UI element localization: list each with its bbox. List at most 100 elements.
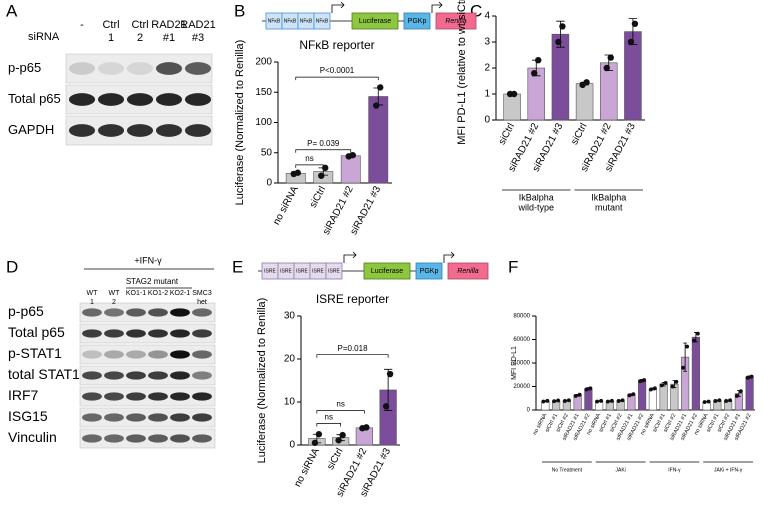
chart-title: NFκB reporter [299, 38, 374, 52]
data-point [311, 439, 319, 447]
data-point [559, 23, 566, 30]
group-label: JAKi [615, 467, 625, 473]
blot-band [68, 62, 96, 75]
y-axis-label: MFI PD-L1 [511, 346, 518, 380]
construct-label: NFκB [300, 18, 313, 24]
data-point [541, 399, 546, 404]
data-point [573, 393, 578, 398]
y-tick-label: 100 [255, 117, 272, 128]
significance-label: ns [336, 400, 344, 409]
blot-row-label: GAPDH [8, 122, 54, 137]
promoter-arrow [343, 251, 357, 263]
data-point [659, 383, 664, 388]
x-tick-label: siCtrl [308, 184, 328, 209]
lane-label: RAD21 [180, 19, 215, 31]
lane-label: 1 [108, 32, 114, 44]
blot-band [126, 434, 146, 443]
construct-element [435, 12, 477, 30]
panel-label: E [232, 257, 243, 276]
group-label: IkBalpha [519, 192, 554, 202]
lane-label: - [80, 19, 84, 31]
panel-label: F [508, 257, 518, 276]
data-point [545, 398, 550, 403]
data-point [373, 102, 380, 109]
construct-element [403, 12, 431, 30]
blot-band [104, 434, 124, 443]
data-point [738, 389, 743, 394]
significance-bracket [316, 423, 341, 427]
data-point [745, 375, 750, 380]
y-axis-label: Luciferase (Normalized to Renilla) [234, 40, 246, 206]
lane-label: Ctrl [131, 19, 148, 31]
data-point [603, 64, 610, 72]
blot-strip [79, 386, 216, 407]
bar [599, 62, 618, 121]
blot-band [170, 350, 190, 359]
blot-band [82, 392, 102, 401]
promoter-arrow [443, 251, 455, 263]
data-point [728, 398, 733, 403]
blot-band [126, 392, 146, 401]
data-point [695, 331, 700, 336]
bar [368, 96, 389, 184]
blot-band [148, 434, 168, 443]
lane-label: #1 [163, 32, 175, 44]
group-label: IFN-γ [668, 467, 681, 473]
data-point [609, 398, 614, 403]
data-point [555, 38, 562, 46]
blot-band [126, 371, 146, 380]
blot-band [192, 434, 212, 443]
blot-strip [79, 302, 216, 323]
data-point [638, 379, 643, 384]
significance-bracket [316, 354, 389, 358]
data-point [663, 381, 668, 385]
blot-band [184, 62, 212, 75]
blot-band [82, 308, 102, 317]
data-point [717, 398, 722, 403]
y-tick-label: 40000 [513, 361, 530, 367]
blot-band [82, 371, 102, 380]
blot-strip [79, 428, 216, 449]
data-point [631, 392, 636, 397]
blot-row-label: p-STAT1 [8, 345, 62, 361]
data-point [339, 431, 346, 439]
data-point [377, 84, 384, 91]
data-point [599, 398, 604, 403]
data-point [386, 370, 394, 378]
data-point [749, 374, 754, 379]
group-label: wild-type [517, 202, 554, 212]
blot-band [97, 62, 125, 75]
data-point [652, 386, 657, 391]
blot-band [155, 124, 183, 137]
y-tick-label: 150 [255, 87, 272, 98]
x-tick-label: no siRNA [271, 184, 301, 227]
data-point [556, 398, 561, 403]
group-label: No Treatment [552, 467, 583, 473]
construct-element [313, 12, 331, 30]
lane-label: KO1-1 [126, 290, 146, 297]
data-point [734, 393, 739, 398]
lane-label: het [197, 299, 207, 306]
significance-label: ns [305, 154, 313, 163]
data-point [577, 392, 582, 397]
data-point [315, 431, 323, 438]
blot-row-label: Total p65 [8, 324, 65, 340]
blot-band [104, 413, 124, 422]
blot-band [192, 392, 212, 401]
data-point [620, 398, 625, 403]
bar [691, 336, 700, 411]
construct-label: ISRE [280, 268, 292, 274]
data-point [685, 344, 690, 349]
data-point [670, 384, 675, 389]
blot-band [148, 371, 168, 380]
construct-label: Luciferase [371, 268, 403, 275]
blot-band [148, 413, 168, 422]
construct-element [351, 12, 399, 30]
panel-label: D [6, 257, 18, 276]
bar [659, 383, 668, 411]
y-tick-label: 0 [484, 115, 490, 126]
y-tick-label: 4 [484, 11, 490, 22]
group-label: mutant [595, 202, 623, 212]
bar [584, 388, 593, 411]
y-tick-label: 0 [289, 440, 295, 451]
